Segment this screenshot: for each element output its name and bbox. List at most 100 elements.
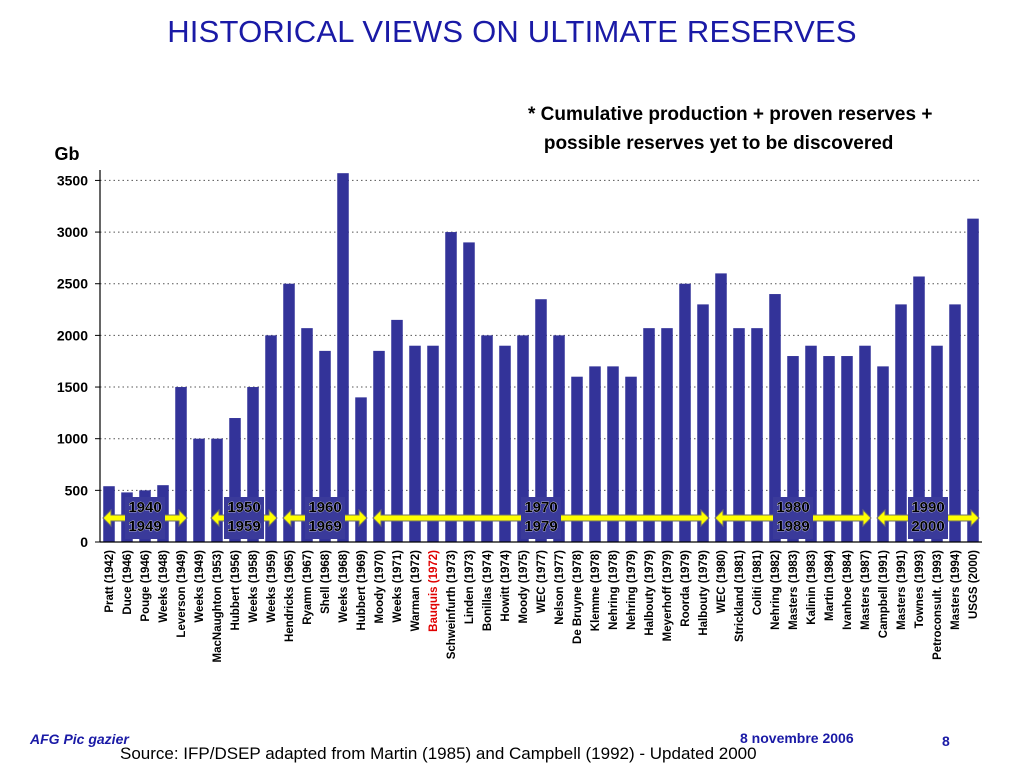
bar xyxy=(517,335,529,542)
decade-label: 1959 xyxy=(227,518,260,535)
bar xyxy=(967,218,979,542)
x-tick-label: Weeks (1971) xyxy=(392,550,404,623)
y-tick-label: 3000 xyxy=(57,224,88,240)
x-tick-label: Masters (1987) xyxy=(860,550,872,630)
source-note: Source: IFP/DSEP adapted from Martin (19… xyxy=(120,744,757,763)
x-tick-label: Ivanhoe (1984) xyxy=(842,550,854,630)
x-tick-label: WEC (1980) xyxy=(716,550,728,613)
bar xyxy=(877,366,889,542)
page-number: 8 xyxy=(942,733,950,749)
bar xyxy=(571,376,583,542)
bar xyxy=(193,438,205,542)
x-tick-label: Weeks (1958) xyxy=(248,550,260,623)
bar xyxy=(211,438,223,542)
bar xyxy=(355,397,367,542)
bar xyxy=(625,376,637,542)
x-tick-label: Weeks (1968) xyxy=(338,550,350,623)
x-tick-label: WEC (1977) xyxy=(536,550,548,613)
x-tick-label: Hubbert (1969) xyxy=(356,550,368,631)
decade-label-background xyxy=(305,497,345,539)
x-tick-label: Ryamn (1967) xyxy=(302,550,314,625)
slide-title: HISTORICAL VIEWS ON ULTIMATE RESERVES xyxy=(167,14,857,49)
y-tick-labels: 0 500 1000 1500 2000 2500 3000 3500 xyxy=(57,172,88,550)
x-tick-label: Nelson (1977) xyxy=(554,550,566,625)
x-tick-label: Martin (1984) xyxy=(824,550,836,621)
bar xyxy=(499,345,511,542)
x-tick-labels: Pratt (1942) Duce (1946) Pouge (1946) Weeks… xyxy=(104,550,980,663)
x-tick-label: Leverson (1949) xyxy=(176,550,188,638)
bar xyxy=(283,283,295,542)
x-tick-label: Bauquis (1972) xyxy=(428,550,440,632)
bar xyxy=(913,276,925,542)
decade-label: 1969 xyxy=(308,518,341,535)
bar xyxy=(553,335,565,542)
bar xyxy=(859,345,871,542)
bar xyxy=(679,283,691,542)
x-tick-label: Schweinfurth (1973) xyxy=(446,550,458,659)
bar xyxy=(175,387,187,542)
bars xyxy=(103,173,979,542)
bar xyxy=(769,294,781,542)
x-tick-label: Halbouty (1979) xyxy=(644,550,656,636)
decade-arrows: 1940 1949 1950 1959 1960 1969 1970 1979 1980 1989… xyxy=(102,497,980,539)
decade-label: 1979 xyxy=(524,518,557,535)
bar xyxy=(409,345,421,542)
x-tick-label: Petroconsult. (1993) xyxy=(932,550,944,660)
decade-label-background xyxy=(908,497,948,539)
decade-label-background xyxy=(125,497,165,539)
y-tick-label: 1500 xyxy=(57,379,88,395)
x-tick-label: Masters (1991) xyxy=(896,550,908,630)
decade-label-background xyxy=(521,497,561,539)
x-tick-label: Moody (1970) xyxy=(374,550,386,624)
x-tick-label: Weeks (1959) xyxy=(266,550,278,623)
x-tick-label: Campbell (1991) xyxy=(878,550,890,638)
bar xyxy=(661,328,673,542)
x-tick-label: Klemme (1978) xyxy=(590,550,602,631)
decade-label: 1980 xyxy=(776,499,809,516)
x-tick-label: Meyerhoff (1979) xyxy=(662,550,674,642)
x-tick-label: Nehring (1979) xyxy=(626,550,638,630)
x-tick-label: Hendricks (1965) xyxy=(284,550,296,642)
y-tick-label: 0 xyxy=(80,534,88,550)
x-tick-label: Warman (1972) xyxy=(410,550,422,632)
decade-label-background xyxy=(773,497,813,539)
x-tick-label: Weeks (1948) xyxy=(158,550,170,623)
decade-label: 2000 xyxy=(911,518,944,535)
bar xyxy=(607,366,619,542)
decade-label: 1950 xyxy=(227,499,260,516)
x-tick-label: Kalinin (1983) xyxy=(806,550,818,625)
bar xyxy=(931,345,943,542)
y-tick-label: 2500 xyxy=(57,276,88,292)
y-axis-label: Gb xyxy=(55,144,80,164)
x-tick-label: Coliti (1981) xyxy=(752,550,764,615)
footer-organization: AFG Pic gazier xyxy=(30,731,129,747)
axes xyxy=(95,170,982,543)
x-tick-label: Linden (1973) xyxy=(464,550,476,624)
x-tick-label: Moody (1975) xyxy=(518,550,530,624)
bar xyxy=(265,335,277,542)
reserves-definition-note: * Cumulative production + proven reserve… xyxy=(528,104,933,154)
x-tick-label: Weeks (1949) xyxy=(194,550,206,623)
bar xyxy=(787,356,799,542)
bar xyxy=(229,418,241,542)
decade-label: 1990 xyxy=(911,499,944,516)
x-tick-label: Halbouty (1979) xyxy=(698,550,710,636)
decade-label: 1940 xyxy=(128,499,161,516)
x-tick-label: Pratt (1942) xyxy=(104,550,116,613)
x-tick-label: Pouge (1946) xyxy=(140,550,152,622)
bar xyxy=(481,335,493,542)
bar xyxy=(823,356,835,542)
x-tick-label: Roorda (1979) xyxy=(680,550,692,627)
bar xyxy=(301,328,313,542)
decade-label: 1949 xyxy=(128,518,161,535)
bar xyxy=(337,173,349,542)
bar xyxy=(751,328,763,542)
bar xyxy=(445,232,457,542)
bar xyxy=(697,304,709,542)
bar xyxy=(463,242,475,542)
bar xyxy=(733,328,745,542)
bar xyxy=(805,345,817,542)
bar xyxy=(841,356,853,542)
bar xyxy=(895,304,907,542)
x-tick-label: Nehring (1982) xyxy=(770,550,782,630)
